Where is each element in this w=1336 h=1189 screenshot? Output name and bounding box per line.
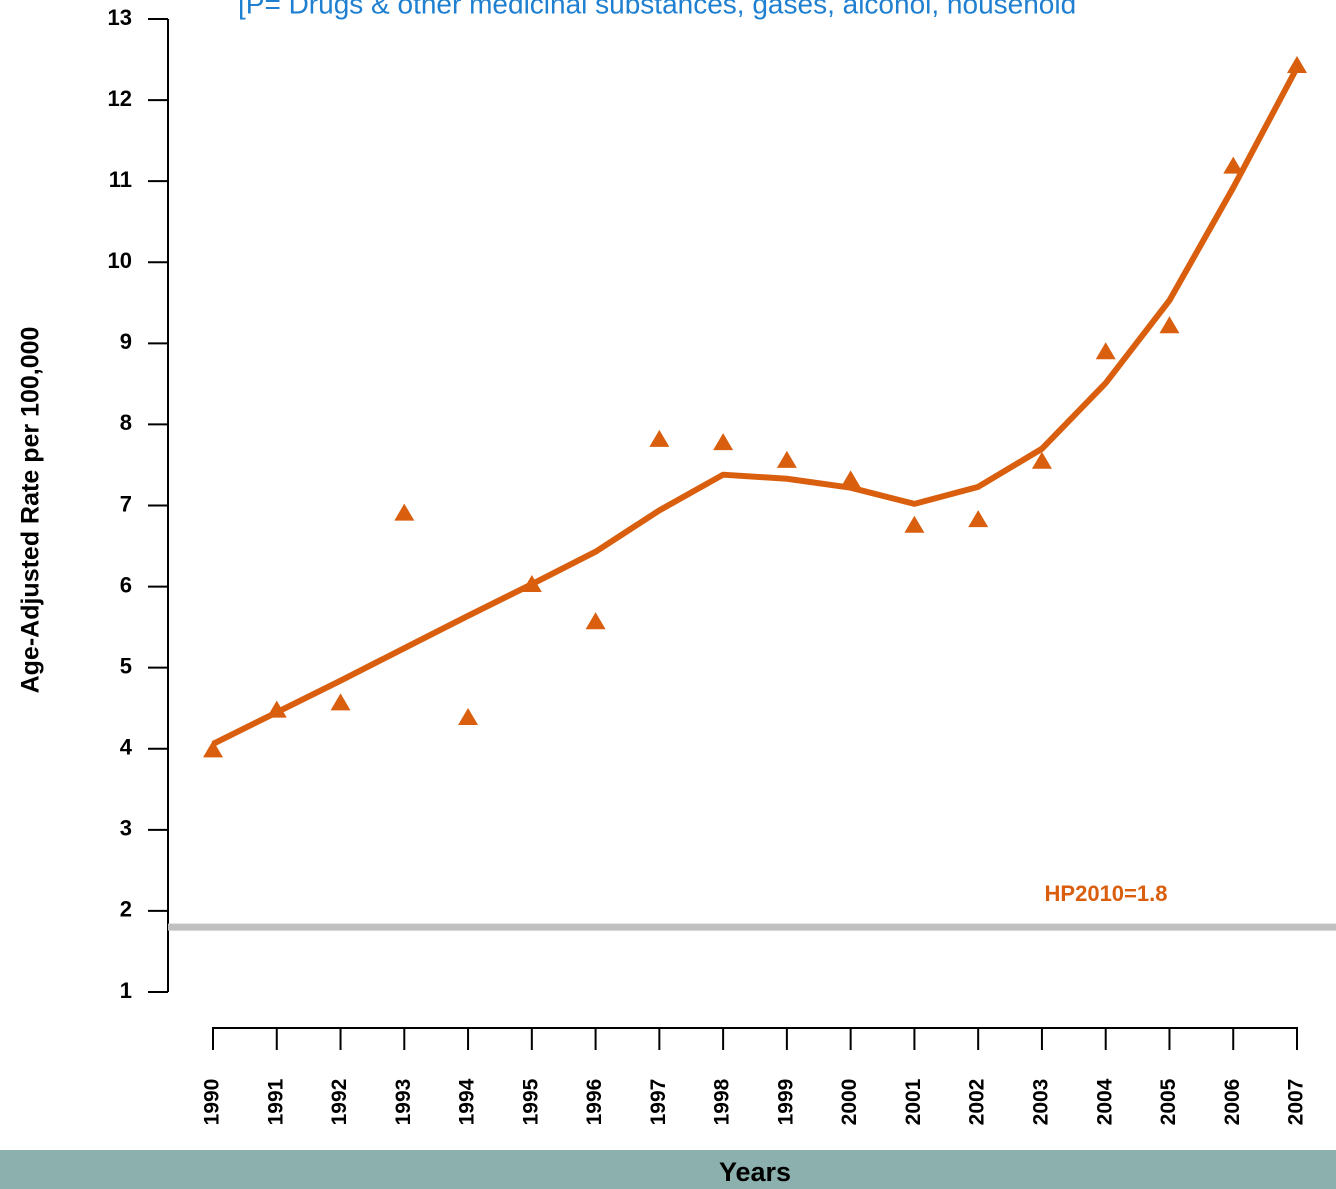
x-tick-label: 2007 (1285, 1079, 1308, 1126)
trend-line (211, 66, 1300, 747)
data-point (1223, 156, 1244, 174)
x-tick-label: 1991 (264, 1078, 287, 1125)
y-tick-label: 8 (120, 410, 132, 435)
data-point (1095, 342, 1116, 360)
y-tick-label: 7 (120, 491, 132, 516)
y-tick-label: 2 (120, 897, 132, 922)
data-point (968, 510, 989, 528)
data-point (840, 470, 861, 488)
y-tick-label: 11 (109, 167, 132, 192)
y-tick-label: 13 (108, 5, 132, 30)
data-point (904, 515, 925, 533)
data-point (1159, 316, 1180, 334)
x-tick-label: 1996 (583, 1079, 606, 1126)
y-tick-label: 12 (108, 86, 132, 111)
y-tick-label: 3 (120, 816, 132, 841)
x-tick-label: 2004 (1093, 1078, 1116, 1125)
y-tick-label: 4 (120, 735, 133, 760)
x-tick-label: 1990 (201, 1079, 224, 1126)
x-tick-label: 1994 (456, 1078, 479, 1125)
data-point (458, 707, 479, 725)
x-tick-label: 1995 (519, 1078, 542, 1125)
x-axis-label: Years (719, 1157, 791, 1187)
reference-label: HP2010=1.8 (1045, 881, 1168, 906)
data-point (1031, 451, 1052, 469)
y-tick-label: 6 (120, 572, 132, 597)
data-point (1287, 56, 1307, 74)
data-point (203, 740, 223, 758)
chart-title: [P= Drugs & other medicinal substances, … (238, 0, 1076, 19)
y-tick-label: 9 (120, 329, 132, 354)
x-tick-label: 2006 (1221, 1079, 1244, 1126)
x-tick-label: 1997 (647, 1079, 670, 1126)
x-tick-label: 2003 (1029, 1079, 1052, 1126)
x-tick-label: 1992 (328, 1079, 351, 1126)
data-point (394, 503, 415, 521)
y-axis-label: Age-Adjusted Rate per 100,000 (17, 327, 45, 694)
data-point (330, 693, 351, 711)
x-tick-label: 1993 (392, 1079, 415, 1126)
x-tick-label: 2005 (1157, 1078, 1180, 1125)
x-tick-label: 1999 (774, 1079, 797, 1126)
y-tick-label: 1 (120, 978, 132, 1003)
data-point (713, 433, 734, 451)
x-tick-label: 2001 (902, 1078, 925, 1125)
x-tick-label: 2002 (966, 1079, 989, 1126)
y-tick-label: 10 (108, 248, 132, 273)
y-tick-label: 5 (120, 653, 132, 678)
footer-band (0, 1150, 1336, 1189)
x-tick-label: 1998 (711, 1078, 734, 1125)
data-point (649, 429, 670, 447)
data-point (585, 612, 606, 630)
data-point (776, 450, 797, 468)
x-tick-label: 2000 (838, 1079, 861, 1126)
